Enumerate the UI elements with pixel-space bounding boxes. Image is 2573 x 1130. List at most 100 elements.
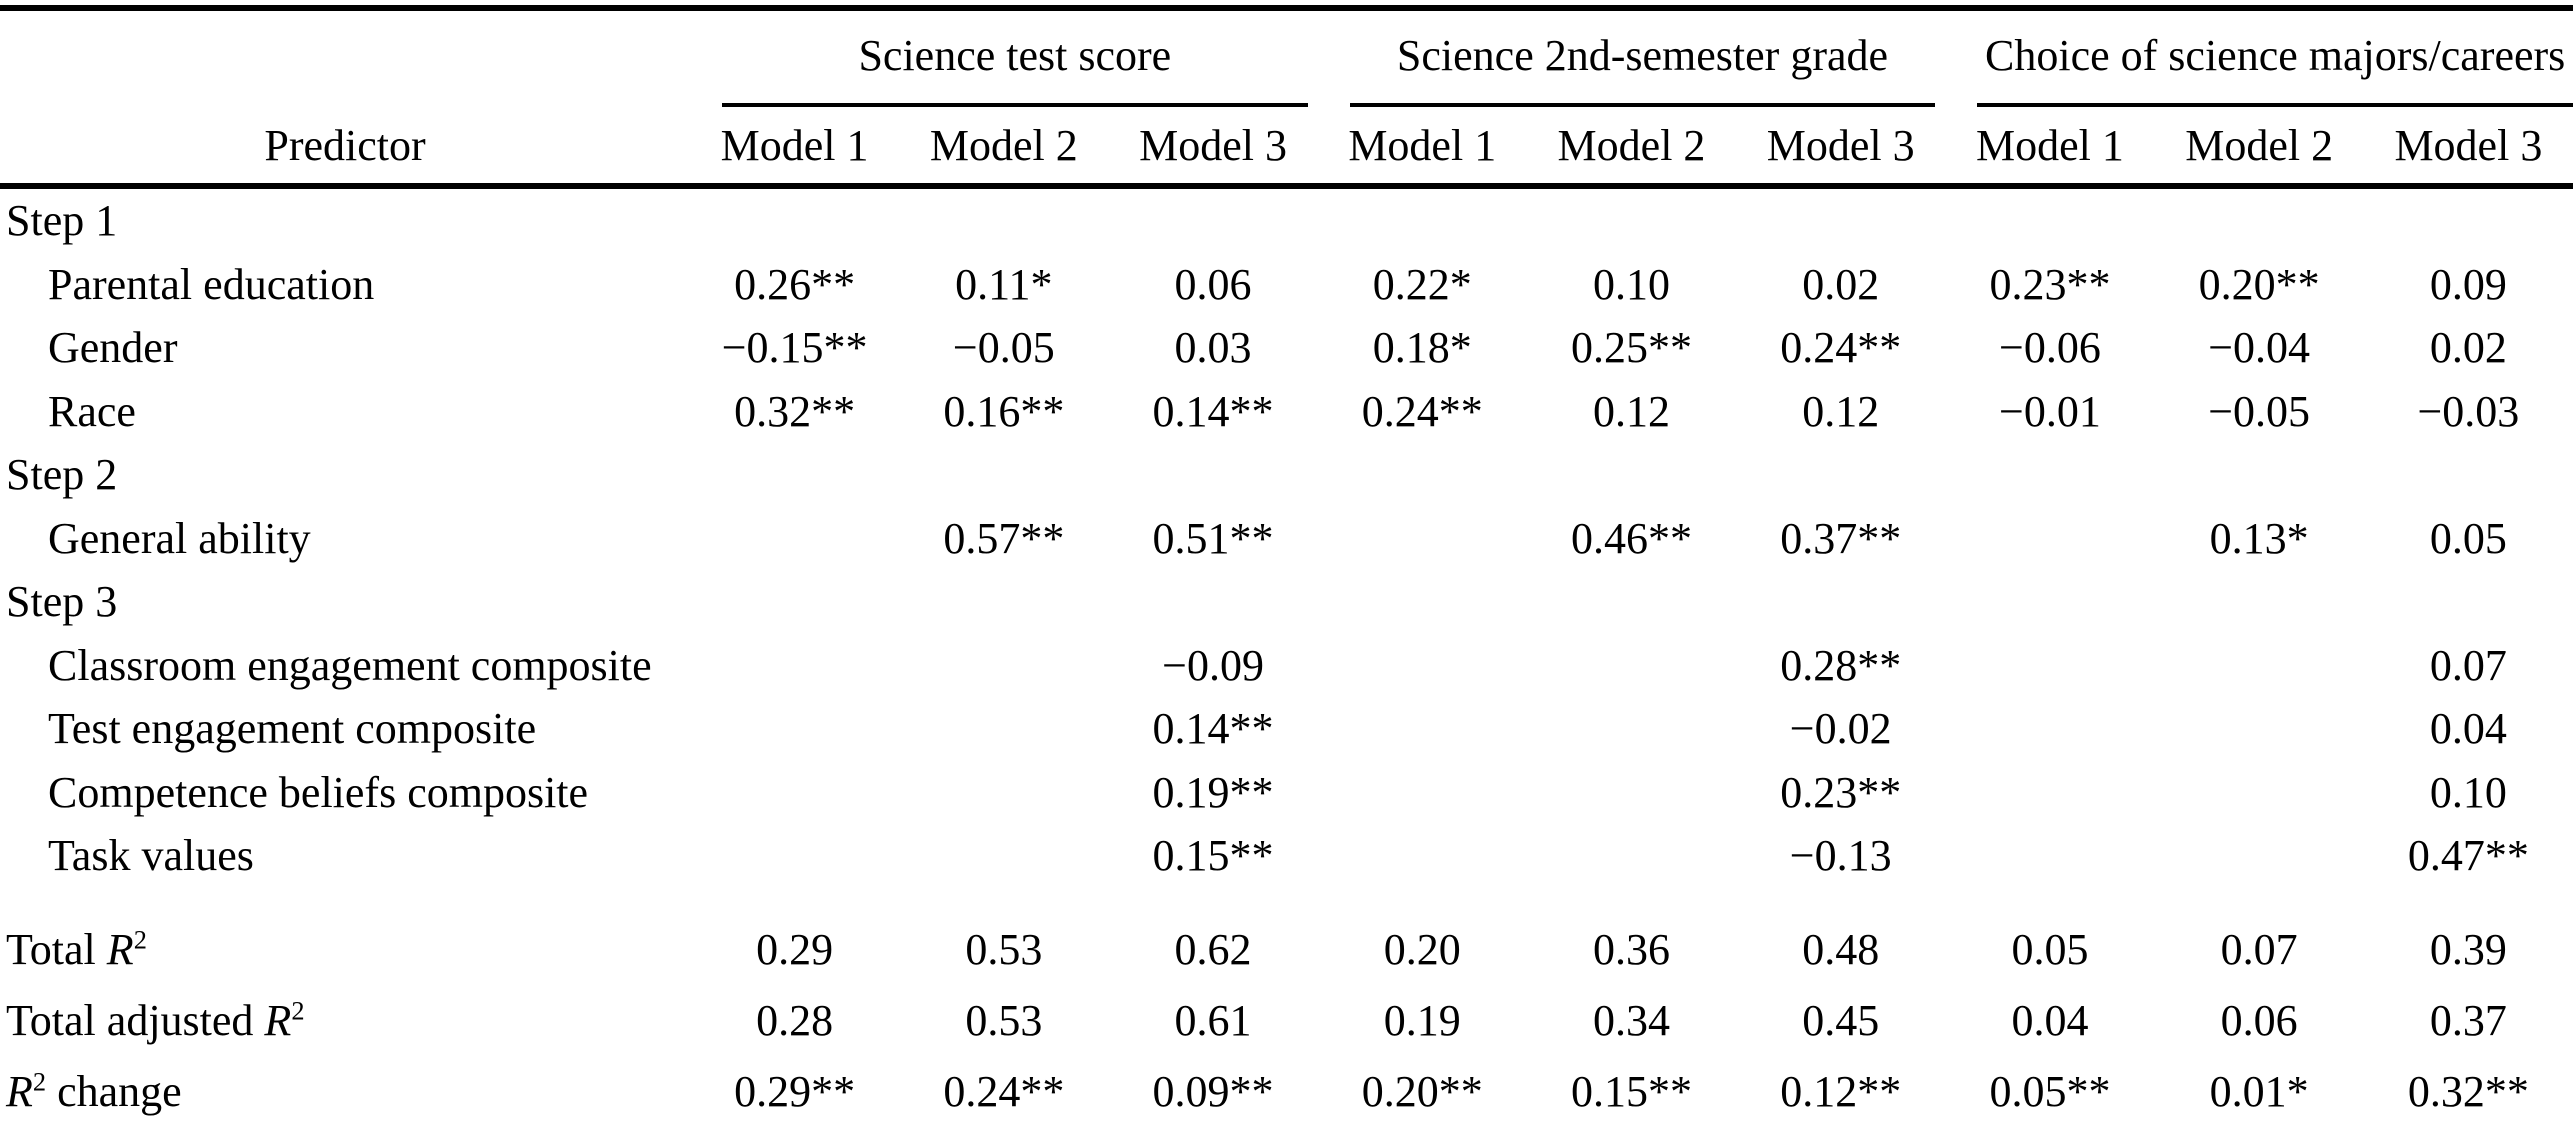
value-cell: 0.39 [2429,924,2507,974]
value-cell: 0.46** [1570,513,1692,563]
model-header: Model 3 [2394,120,2543,170]
value-cell: 0.07 [2429,640,2507,690]
table-row: Total adjusted R2 0.28 0.53 0.61 0.19 0.34 0.4… [0,985,2573,1056]
model-header: Model 2 [2185,120,2334,170]
value-cell: −0.02 [1789,704,1892,754]
value-cell: 0.05** [1989,1066,2111,1116]
value-cell: 0.12 [1592,386,1670,436]
value-cell: 0.07 [2220,924,2298,974]
predictor-column-spacer [0,11,690,107]
model-header: Model 1 [1975,120,2124,170]
predictor-label: Total adjusted R2 [6,994,305,1045]
value-cell: 0.34 [1592,995,1670,1045]
table-row: General ability 0.57** 0.51** 0.46** 0.37** 0… [0,507,2573,571]
value-cell: 0.19** [1152,767,1274,817]
value-cell: 0.06 [2220,995,2298,1045]
value-cell: 0.02 [1802,259,1880,309]
predictor-label: Task values [48,831,254,881]
value-cell: 0.20** [2198,259,2320,309]
table-row: Parental education 0.26** 0.11* 0.06 0.22* 0.… [0,253,2573,317]
value-cell: 0.61 [1174,995,1252,1045]
value-cell: 0.04 [2429,704,2507,754]
value-cell: 0.14** [1152,704,1274,754]
value-cell: 0.32** [2407,1066,2529,1116]
model-header: Model 3 [1139,120,1287,170]
value-cell: 0.22* [1372,259,1472,309]
value-cell: 0.45 [1802,995,1880,1045]
predictor-label: Parental education [48,259,375,309]
value-cell: −0.06 [1999,323,2101,373]
value-cell: 0.15** [1152,831,1274,881]
value-cell: 0.03 [1174,323,1252,373]
value-cell: 0.24** [1361,386,1483,436]
value-cell: 0.23** [1780,767,1902,817]
model-header: Model 1 [1348,120,1497,170]
row-spacer [0,888,2573,914]
table-row: Race 0.32** 0.16** 0.14** 0.24** 0.12 0.12 −0.0… [0,380,2573,444]
column-group-science-2nd-semester-grade: Science 2nd-semester grade [1318,11,1946,107]
value-cell: 0.09 [2429,259,2507,309]
value-cell: 0.01* [2209,1066,2309,1116]
value-cell: 0.09** [1152,1066,1274,1116]
table-row: Classroom engagement composite −0.09 0.28*… [0,634,2573,698]
value-cell: 0.24** [1780,323,1902,373]
section-label: Step 1 [6,196,118,246]
value-cell: 0.14** [1152,386,1274,436]
predictor-label: Total R2 [6,923,147,974]
predictor-label: Competence beliefs composite [48,767,589,817]
value-cell: 0.16** [943,386,1065,436]
table-row: Test engagement composite 0.14** −0.02 0.04 [0,697,2573,761]
value-cell: −0.13 [1789,831,1892,881]
value-cell: 0.10 [1592,259,1670,309]
value-cell: 0.20** [1361,1066,1483,1116]
table-row: Total R2 0.29 0.53 0.62 0.20 0.36 0.48 0.05 0.07… [0,914,2573,985]
value-cell: 0.05 [2011,924,2089,974]
value-cell: −0.04 [2208,323,2311,373]
value-cell: 0.19 [1383,995,1461,1045]
value-cell: −0.15** [721,323,868,373]
value-cell: 0.53 [965,924,1043,974]
value-cell: 0.23** [1989,259,2111,309]
value-cell: 0.28** [1780,640,1902,690]
table-row: R2 change 0.29** 0.24** 0.09** 0.20** 0.15** 0… [0,1056,2573,1127]
value-cell: 0.20 [1383,924,1461,974]
table-row: Step 1 [0,189,2573,253]
predictor-label: Classroom engagement composite [48,640,652,690]
predictor-column-header: Predictor [264,120,426,170]
value-cell: 0.15** [1570,1066,1692,1116]
value-cell: −0.09 [1162,640,1264,690]
table-row: Competence beliefs composite 0.19** 0.23**… [0,761,2573,825]
value-cell: 0.12 [1802,386,1880,436]
value-cell: 0.62 [1174,924,1252,974]
value-cell: 0.47** [2407,831,2529,881]
value-cell: 0.13* [2209,513,2309,563]
value-cell: −0.05 [2208,386,2311,436]
predictor-label: Race [48,386,136,436]
model-header: Model 1 [720,120,869,170]
predictor-label: General ability [48,513,311,563]
column-group-label: Science 2nd-semester grade [1349,11,1936,107]
value-cell: 0.51** [1152,513,1274,563]
value-cell: 0.26** [734,259,856,309]
value-cell: 0.05 [2429,513,2507,563]
table-row: Step 2 [0,443,2573,507]
value-cell: 0.02 [2429,323,2507,373]
value-cell: −0.03 [2417,386,2520,436]
predictor-label: R2 change [6,1065,182,1116]
value-cell: 0.10 [2429,767,2507,817]
predictor-label: Gender [48,323,178,373]
value-cell: 0.25** [1570,323,1692,373]
value-cell: 0.57** [943,513,1065,563]
table-row: Task values 0.15** −0.13 0.47** [0,824,2573,888]
column-group-choice-of-science-majors-careers: Choice of science majors/careers [1945,11,2573,107]
value-cell: 0.29 [756,924,834,974]
value-cell: 0.06 [1174,259,1252,309]
value-cell: 0.12** [1780,1066,1902,1116]
value-cell: 0.24** [943,1066,1065,1116]
value-cell: 0.18* [1372,323,1472,373]
value-cell: 0.11* [955,259,1053,309]
column-group-label: Science test score [722,11,1308,107]
table-row: Step 3 [0,570,2573,634]
column-group-science-test-score: Science test score [690,11,1318,107]
